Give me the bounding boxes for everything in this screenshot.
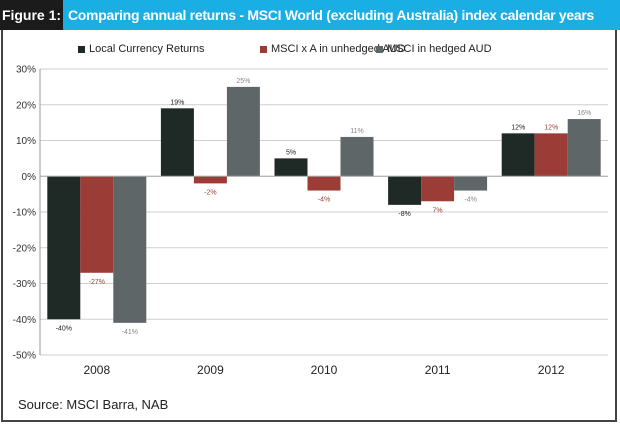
bar-msci-in-hedged-aud-2010 (340, 136, 374, 177)
data-label: 5% (286, 149, 296, 156)
x-tick-label: 2010 (311, 363, 338, 377)
data-label: 16% (577, 110, 591, 117)
legend-item-local: Local Currency Returns (78, 43, 205, 55)
bar-msci-x-a-in-unhedged-aud-2012 (534, 133, 568, 177)
data-label: 12% (544, 124, 558, 131)
bar-local-currency-returns-2012 (501, 133, 535, 177)
bar-msci-x-a-in-unhedged-aud-2010 (307, 176, 341, 191)
y-tick-label: -10% (13, 208, 36, 219)
bar-msci-in-hedged-aud-2008 (113, 176, 147, 323)
y-tick-label: -50% (13, 351, 36, 362)
data-label: -4% (318, 197, 330, 204)
legend-swatch (78, 45, 85, 53)
data-label: -8% (398, 211, 410, 218)
data-label: 25% (236, 78, 250, 85)
data-label: 19% (170, 99, 184, 106)
data-label: 11% (350, 128, 364, 135)
data-label: -27% (89, 279, 105, 286)
legend-label: MSCI x A in unhedged AUD (271, 43, 406, 55)
y-tick-label: -40% (13, 315, 36, 326)
data-label: -41% (122, 329, 138, 336)
bar-local-currency-returns-2010 (274, 158, 308, 177)
source-note: Source: MSCI Barra, NAB (18, 397, 169, 412)
data-label: 7% (433, 207, 443, 214)
bar-local-currency-returns-2008 (47, 176, 81, 320)
y-tick-label: -20% (13, 243, 36, 254)
legend-swatch (260, 45, 267, 53)
bar-msci-x-a-in-unhedged-aud-2009 (193, 176, 227, 184)
legend-label: Local Currency Returns (89, 43, 205, 55)
x-tick-label: 2012 (538, 363, 565, 377)
bar-msci-x-a-in-unhedged-aud-2008 (80, 176, 114, 273)
bar-local-currency-returns-2011 (388, 176, 422, 205)
bar-local-currency-returns-2009 (160, 108, 194, 177)
y-tick-label: -30% (13, 279, 36, 290)
y-tick-label: 10% (16, 136, 36, 147)
x-tick-label: 2009 (197, 363, 224, 377)
bar-msci-in-hedged-aud-2009 (226, 86, 260, 177)
y-tick-label: 0% (22, 172, 37, 183)
figure-title: Comparing annual returns - MSCI World (e… (63, 0, 620, 30)
data-label: -4% (464, 197, 476, 204)
bar-msci-in-hedged-aud-2011 (454, 176, 488, 191)
bar-msci-x-a-in-unhedged-aud-2011 (421, 176, 455, 202)
y-tick-label: 30% (16, 65, 36, 76)
legend-item-hedged: MSCI in hedged AUD (376, 43, 492, 55)
figure-label: Figure 1: (0, 0, 63, 30)
x-tick-label: 2011 (425, 363, 451, 377)
y-tick-label: 20% (16, 100, 36, 111)
data-label: -2% (204, 189, 216, 196)
data-label: 12% (511, 124, 525, 131)
legend-swatch (376, 45, 383, 53)
bar-msci-in-hedged-aud-2012 (567, 119, 601, 177)
legend-label: MSCI in hedged AUD (387, 43, 492, 55)
legend-item-unhedged: MSCI x A in unhedged AUD (260, 43, 406, 55)
data-label: -40% (56, 325, 72, 332)
x-tick-label: 2008 (83, 363, 110, 377)
